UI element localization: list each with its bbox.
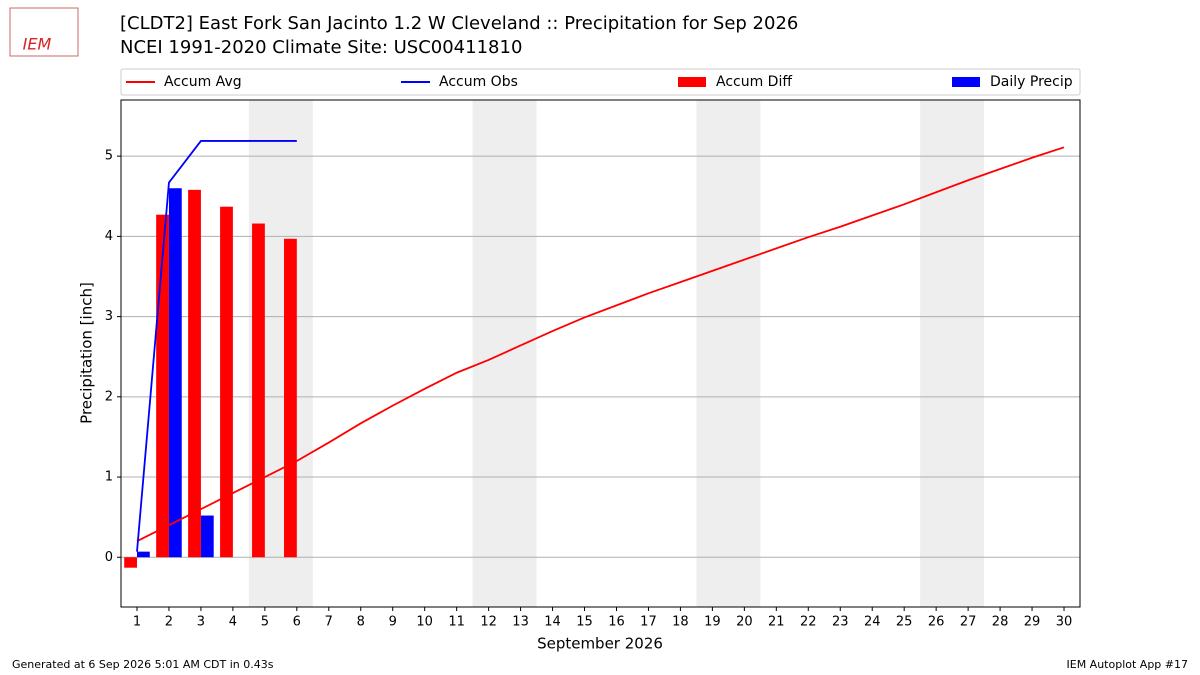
y-tick-label: 2 — [105, 389, 113, 404]
legend-label: Accum Avg — [164, 74, 242, 90]
bar — [168, 188, 182, 558]
x-tick-label: 2 — [165, 615, 173, 630]
weekend-shade — [920, 100, 985, 607]
x-tick-label: 12 — [480, 615, 497, 630]
x-tick-label: 29 — [1024, 615, 1041, 630]
x-tick-label: 20 — [736, 615, 753, 630]
y-axis-label: Precipitation [inch] — [78, 282, 96, 424]
bar — [252, 223, 265, 558]
logo-text: IEM — [23, 35, 52, 54]
x-tick-label: 26 — [928, 615, 945, 630]
x-tick-label: 3 — [197, 615, 205, 630]
bar — [284, 238, 297, 558]
x-tick-label: 30 — [1056, 615, 1073, 630]
x-tick-label: 14 — [544, 615, 561, 630]
x-tick-label: 21 — [768, 615, 785, 630]
x-tick-label: 6 — [293, 615, 301, 630]
y-tick-label: 1 — [105, 470, 113, 485]
logo-frame — [9, 7, 79, 57]
x-tick-label: 23 — [832, 615, 849, 630]
x-tick-label: 7 — [325, 615, 333, 630]
legend-label: Daily Precip — [990, 74, 1073, 90]
x-tick-label: 8 — [357, 615, 365, 630]
x-axis-label: September 2026 — [537, 635, 663, 653]
line — [136, 146, 1065, 543]
x-tick-label: 10 — [416, 615, 433, 630]
legend-swatch — [678, 77, 706, 87]
x-tick-label: 18 — [672, 615, 689, 630]
weekend-shade — [696, 100, 761, 607]
bar — [124, 557, 137, 568]
chart-title: [CLDT2] East Fork San Jacinto 1.2 W Clev… — [120, 13, 798, 34]
x-tick-label: 9 — [389, 615, 397, 630]
x-tick-label: 22 — [800, 615, 817, 630]
legend-label: Accum Diff — [716, 74, 792, 90]
y-tick-label: 4 — [105, 229, 113, 244]
x-tick-label: 16 — [608, 615, 625, 630]
legend — [120, 68, 1081, 96]
x-tick-label: 19 — [704, 615, 721, 630]
bar — [200, 515, 214, 558]
footer-left: Generated at 6 Sep 2026 5:01 AM CDT in 0… — [12, 658, 274, 671]
y-tick-label: 5 — [105, 149, 113, 164]
bar — [188, 189, 201, 558]
legend-swatch — [952, 77, 980, 87]
bar — [220, 206, 233, 558]
plot-frame — [120, 99, 1081, 608]
legend-label: Accum Obs — [439, 74, 518, 90]
x-tick-label: 17 — [640, 615, 657, 630]
x-tick-label: 4 — [229, 615, 237, 630]
chart-subtitle: NCEI 1991-2020 Climate Site: USC00411810 — [120, 37, 522, 58]
line — [136, 140, 297, 552]
footer-right: IEM Autoplot App #17 — [1067, 658, 1189, 671]
x-tick-label: 25 — [896, 615, 913, 630]
x-tick-label: 13 — [512, 615, 529, 630]
x-tick-label: 1 — [133, 615, 141, 630]
x-tick-label: 11 — [448, 615, 465, 630]
bar — [136, 551, 150, 558]
x-tick-label: 28 — [992, 615, 1009, 630]
x-tick-label: 27 — [960, 615, 977, 630]
x-tick-label: 5 — [261, 615, 269, 630]
x-tick-label: 24 — [864, 615, 881, 630]
y-tick-label: 3 — [105, 309, 113, 324]
x-tick-label: 15 — [576, 615, 593, 630]
y-tick-label: 0 — [105, 550, 113, 565]
